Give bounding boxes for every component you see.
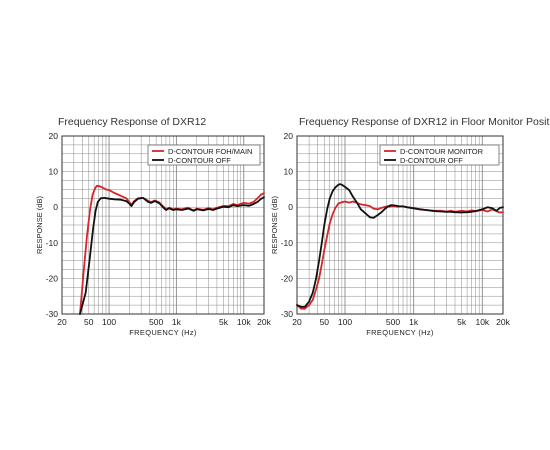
- right-xtick-label: 5k: [457, 317, 467, 327]
- left-legend-label: D-CONTOUR OFF: [168, 156, 231, 165]
- right-x-axis-label: FREQUENCY (Hz): [366, 328, 434, 337]
- right-ytick-label: -20: [281, 273, 294, 283]
- left-xtick-label: 500: [149, 317, 163, 327]
- right-xtick-label: 500: [386, 317, 400, 327]
- left-ytick-label: 10: [49, 167, 59, 177]
- left-xtick-label: 10k: [237, 317, 251, 327]
- left-x-axis-label: FREQUENCY (Hz): [129, 328, 197, 337]
- left-xtick-label: 20k: [257, 317, 271, 327]
- left-xtick-label: 1k: [172, 317, 182, 327]
- left-ytick-label: -20: [46, 273, 59, 283]
- left-series-black-line: [79, 196, 265, 315]
- right-y-axis-label: RESPONSE (dB): [270, 196, 279, 254]
- right-ytick-label: 0: [288, 202, 293, 212]
- left-ytick-label: 0: [53, 202, 58, 212]
- left-y-axis-label: RESPONSE (dB): [35, 196, 44, 254]
- chart-title-right: Frequency Response of DXR12 in Floor Mon…: [299, 116, 550, 128]
- right-ytick-label: 10: [284, 167, 294, 177]
- right-xtick-label: 20: [292, 317, 302, 327]
- right-plot-frame: [296, 135, 504, 315]
- left-xtick-label: 20: [57, 317, 67, 327]
- right-xtick-label: 50: [320, 317, 330, 327]
- left-ytick-label: 20: [49, 131, 59, 141]
- left-xtick-label: 5k: [219, 317, 229, 327]
- right-series-black-line: [296, 183, 504, 308]
- left-legend-label: D-CONTOUR FOH/MAIN: [168, 147, 252, 156]
- right-plot-area: [296, 135, 504, 315]
- right-series-red-line: [296, 200, 504, 310]
- right-ytick-label: -10: [281, 238, 294, 248]
- chart-title-left: Frequency Response of DXR12: [58, 116, 207, 128]
- right-xtick-label: 10k: [475, 317, 489, 327]
- left-ytick-label: -30: [46, 309, 59, 319]
- right-legend-label: D-CONTOUR MONITOR: [400, 147, 484, 156]
- right-xtick-label: 100: [338, 317, 352, 327]
- right-ytick-label: 20: [284, 131, 294, 141]
- right-xtick-label: 1k: [409, 317, 419, 327]
- left-plot-frame: [61, 135, 265, 315]
- right-legend-label: D-CONTOUR OFF: [400, 156, 463, 165]
- left-xtick-label: 50: [84, 317, 94, 327]
- left-xtick-label: 100: [102, 317, 116, 327]
- right-legend-box: [379, 144, 500, 166]
- left-legend-box: [147, 144, 261, 166]
- right-xtick-label: 20k: [496, 317, 510, 327]
- right-ytick-label: -30: [281, 309, 294, 319]
- left-ytick-label: -10: [46, 238, 59, 248]
